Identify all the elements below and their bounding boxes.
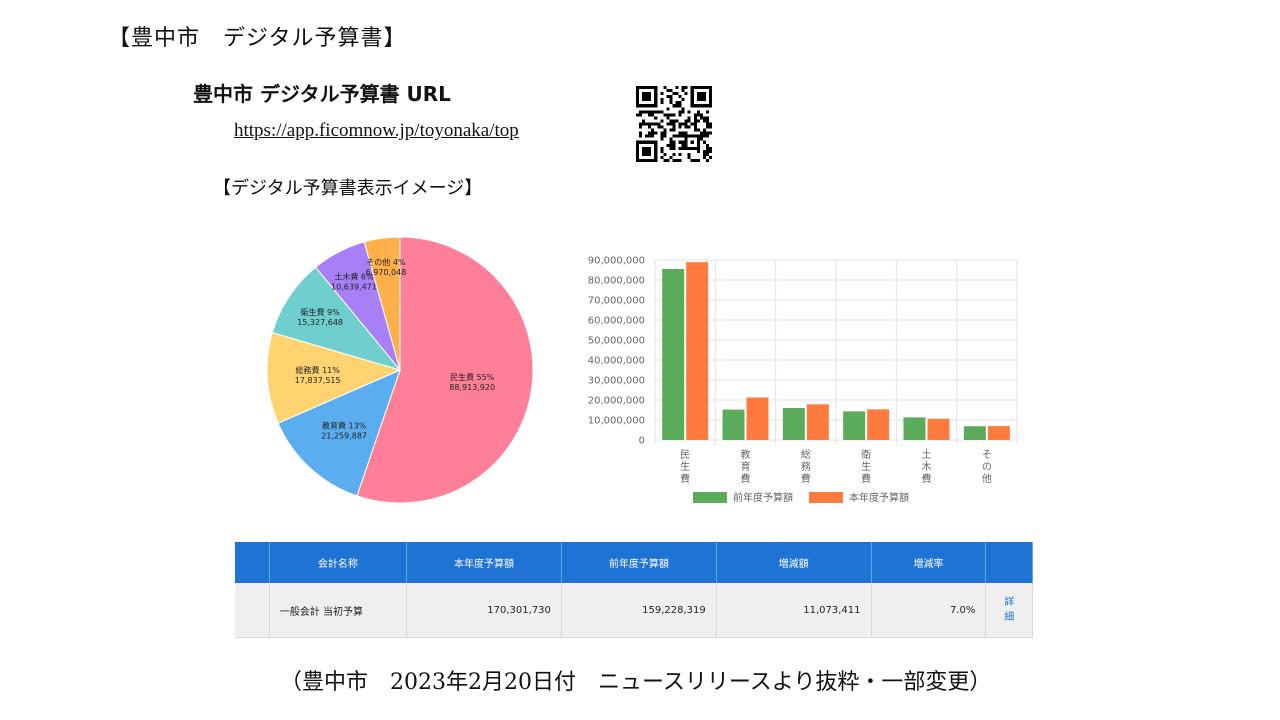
- pie-slice[interactable]: [277, 369, 401, 497]
- bar[interactable]: [782, 408, 805, 440]
- bar[interactable]: [903, 417, 926, 440]
- y-tick-label: 50,000,000: [588, 336, 645, 347]
- bar[interactable]: [746, 397, 769, 440]
- table-cell-account-name: 一般会計 当初予算: [269, 583, 408, 638]
- bar[interactable]: [963, 426, 986, 440]
- page-heading: 【豊中市 デジタル予算書】: [108, 26, 407, 51]
- x-tick-label: 総: [801, 448, 811, 461]
- bar[interactable]: [722, 409, 745, 440]
- x-tick-label: 費: [741, 472, 751, 485]
- y-tick-label: 10,000,000: [588, 416, 645, 427]
- x-tick-label: 育: [741, 460, 751, 473]
- detail-link[interactable]: 詳細: [985, 583, 1033, 638]
- x-tick-label: 費: [922, 472, 932, 485]
- pie-slice-label: 総務費 11%: [296, 365, 341, 375]
- y-tick-label: 40,000,000: [588, 356, 645, 367]
- pie-slice-value: 21,259,887: [321, 432, 367, 441]
- y-tick-label: 0: [639, 436, 645, 447]
- pie-slice-value: 10,639,471: [331, 283, 377, 292]
- table-header-current-budget[interactable]: 本年度予算額: [406, 542, 562, 583]
- legend-swatch: [693, 492, 727, 503]
- table-cell-change: 11,073,411: [716, 583, 872, 638]
- table-cell-blank: [235, 583, 270, 638]
- bar[interactable]: [987, 426, 1010, 440]
- x-tick-label: 民: [680, 449, 690, 461]
- display-image-heading: 【デジタル予算書表示イメージ】: [213, 178, 483, 199]
- y-tick-label: 60,000,000: [588, 316, 645, 327]
- table-cell-current-budget: 170,301,730: [406, 583, 562, 638]
- x-tick-label: の: [982, 462, 992, 473]
- y-tick-label: 30,000,000: [588, 376, 645, 387]
- budget-url-link[interactable]: https://app.ficomnow.jp/toyonaka/top: [234, 120, 519, 141]
- pie-slice-label: 土木費 6%: [334, 272, 374, 282]
- pie-slice[interactable]: [266, 331, 402, 424]
- x-tick-label: そ: [982, 449, 992, 461]
- pie-slice-label: 衛生費 9%: [301, 307, 341, 317]
- pie-slice-label: 民生費 55%: [450, 372, 495, 382]
- pie-slice-label: 教育費 13%: [322, 421, 367, 431]
- table-row: 一般会計 当初予算 170,301,730 159,228,319 11,073…: [235, 583, 1033, 638]
- y-tick-label: 70,000,000: [588, 296, 645, 307]
- pie-slice[interactable]: [363, 236, 401, 371]
- bar[interactable]: [927, 418, 950, 440]
- pie-slice-label: その他 4%: [366, 257, 406, 267]
- x-tick-label: 衛: [861, 448, 871, 461]
- table-header-change[interactable]: 増減額: [716, 542, 872, 583]
- pie-slice-value: 15,327,648: [297, 318, 343, 327]
- bar[interactable]: [686, 262, 709, 440]
- x-tick-label: 務: [801, 460, 811, 473]
- x-tick-label: 費: [680, 472, 690, 485]
- pie-slice-value: 17,837,515: [295, 376, 341, 385]
- x-tick-label: 他: [982, 472, 992, 485]
- y-tick-label: 20,000,000: [588, 396, 645, 407]
- table-header-blank: [235, 542, 270, 583]
- table-header-rate[interactable]: 増減率: [871, 542, 987, 583]
- y-tick-label: 90,000,000: [588, 256, 645, 267]
- legend-label: 前年度予算額: [733, 491, 793, 504]
- x-tick-label: 費: [801, 472, 811, 485]
- x-tick-label: 費: [861, 472, 871, 485]
- bar-chart: 0 10,000,000 20,000,000 30,000,000 40,000,00…: [588, 256, 1018, 504]
- table-cell-previous-budget: 159,228,319: [561, 583, 717, 638]
- budget-table: 会計名称 本年度予算額 前年度予算額 増減額 増減率 一般会計 当初予算 170…: [235, 542, 1033, 638]
- pie-slice[interactable]: [356, 236, 534, 504]
- x-tick-label: 土: [922, 448, 932, 461]
- table-header-previous-budget[interactable]: 前年度予算額: [561, 542, 717, 583]
- qr-code-icon: [636, 86, 712, 162]
- pie-chart: 民生費 55%88,913,920 教育費 13%21,259,887 総務費 11…: [266, 236, 534, 504]
- x-tick-label: 教: [741, 448, 751, 461]
- table-cell-rate: 7.0%: [871, 583, 987, 638]
- y-tick-label: 80,000,000: [588, 276, 645, 287]
- x-tick-label: 生: [861, 460, 871, 473]
- bar[interactable]: [843, 411, 866, 440]
- url-title: 豊中市 デジタル予算書 URL: [193, 82, 451, 106]
- pie-slice-value: 88,913,920: [449, 383, 495, 392]
- legend-swatch: [809, 492, 843, 503]
- table-header-account-name[interactable]: 会計名称: [269, 542, 408, 583]
- table-header-row: 会計名称 本年度予算額 前年度予算額 増減額 増減率: [235, 542, 1033, 583]
- bar[interactable]: [662, 269, 685, 440]
- table-header-detail-blank: [985, 542, 1033, 583]
- x-tick-label: 木: [922, 461, 932, 473]
- pie-slice[interactable]: [271, 266, 402, 371]
- source-note: （豊中市 2023年2月20日付 ニュースリリースより抜粋・一部変更）: [280, 670, 992, 695]
- pie-slice-value: 6,970,048: [366, 268, 407, 277]
- x-tick-label: 生: [680, 460, 690, 473]
- bar-grid: [654, 259, 1018, 445]
- legend-label: 本年度予算額: [849, 491, 909, 504]
- bar[interactable]: [867, 409, 890, 440]
- bar[interactable]: [806, 404, 829, 440]
